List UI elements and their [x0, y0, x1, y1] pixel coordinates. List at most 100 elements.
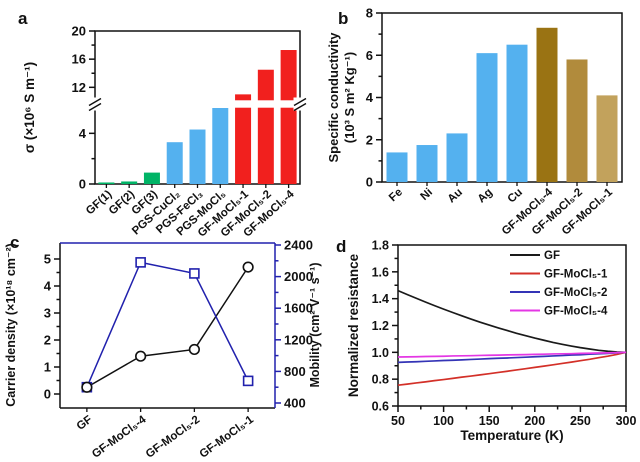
panel-c: 0 1 2 3 4 5 400 800 1200 1600 2000 2400 GFGF-MoCl₅-4…: [4, 238, 322, 461]
x-tick-label: Fe: [387, 186, 405, 204]
carrier-density-marker: [135, 350, 147, 362]
panel-b-label: b: [338, 9, 349, 28]
left-tick-label: 0: [44, 387, 51, 402]
right-tick-label: 1600: [284, 301, 313, 316]
y-axis-title: Normalized resistance: [346, 253, 361, 397]
left-tick-label: 2: [44, 333, 51, 348]
y-tick-label: 20: [72, 24, 86, 39]
y-tick-label: 2: [366, 132, 373, 147]
carrier-density-marker: [242, 261, 254, 273]
x-tick-label: 300: [616, 414, 637, 428]
axis-break-mark: [293, 97, 307, 107]
bar-Au: [446, 133, 468, 182]
panel-d: 50 100 150 200 250 300 0.6 0.8 1.0 1.2 1.4 1.6 1.8 GF…: [346, 239, 636, 444]
mobility-line: [86, 261, 249, 388]
x-tick-label: 250: [570, 414, 591, 428]
x-tick-label: Ag: [476, 186, 495, 205]
panel-d-label: d: [336, 237, 347, 256]
x-tick-label: 50: [391, 414, 405, 428]
panel-b: Fe Ni Au Ag CuGF-MoCl₅-4GF-MoCl₅-2GF-MoCl₅-1…: [326, 6, 623, 238]
x-tick-label: GF-MoCl₅-4: [90, 413, 149, 460]
left-axis-title: Carrier density (×10¹⁸ cm⁻²): [4, 243, 18, 407]
y-tick-label: 0.8: [372, 373, 389, 387]
panel-a: GF(1)GF(2)GF(3)PGS-CuCl₂PGS-FeCl₃PGS-MoC…: [22, 24, 307, 240]
y-tick-label: 1.6: [372, 265, 389, 279]
bar-PGS-FeCl₃: [189, 129, 206, 184]
y-tick-label: 1.2: [372, 319, 389, 333]
right-tick-label: 800: [284, 364, 306, 379]
left-tick-label: 3: [44, 306, 51, 321]
bar-Cu: [506, 44, 528, 182]
axis-break-mark: [88, 102, 102, 112]
right-tick-label: 2000: [284, 269, 313, 284]
y-axis-title-line1: Specific conductivity: [326, 32, 341, 163]
y-tick-label: 0.6: [372, 400, 389, 414]
bar-GF-MoCl₅-2: [257, 69, 274, 184]
y-tick-label: 6: [366, 48, 373, 63]
x-tick-label: Au: [446, 186, 465, 205]
x-tick-label: 150: [479, 414, 500, 428]
legend-label-GF-MoCl₅-1: GF-MoCl₅-1: [544, 269, 608, 281]
right-tick-label: 1200: [284, 332, 313, 347]
axis-break-mark: [293, 102, 307, 112]
bar-Fe: [386, 152, 408, 182]
legend-label-GF-MoCl₅-2: GF-MoCl₅-2: [544, 287, 607, 299]
x-tick-label: GF-MoCl₅-2: [144, 414, 202, 461]
y-tick-label: 0: [366, 175, 373, 190]
y-tick-label: 0: [79, 177, 86, 192]
y-axis-title-line2: (10³ S m² Kg⁻¹): [342, 52, 357, 143]
axis-break-mark: [88, 97, 102, 107]
bar-GF-MoCl₅-2: [566, 59, 588, 182]
mobility-marker: [135, 257, 146, 268]
right-tick-label: 400: [284, 396, 306, 411]
y-axis-title: σ (×10⁶ S m⁻¹): [22, 62, 37, 153]
curve-GF-MoCl₅-4: [397, 351, 627, 358]
bar-GF-MoCl₅-1: [596, 95, 618, 182]
legend-label-GF: GF: [544, 250, 560, 262]
bar-GF-MoCl₅-4: [280, 50, 297, 184]
mobility-marker: [242, 375, 254, 387]
bar-GF-MoCl₅-1: [235, 94, 252, 184]
y-tick-label: 4: [366, 90, 374, 105]
carrier-density-marker: [188, 343, 200, 356]
x-tick-label: GF-MoCl₅-1: [198, 413, 257, 460]
panel-c-label: c: [10, 233, 20, 252]
bar-GF(1): [98, 182, 115, 184]
x-tick-label: 100: [433, 414, 454, 428]
x-tick-label: 200: [524, 414, 545, 428]
x-tick-label: Ni: [418, 186, 435, 203]
bar-Ni: [416, 145, 438, 182]
bar-PGS-MoCl₅: [212, 108, 229, 184]
y-tick-label: 8: [366, 6, 373, 21]
right-axis-title: Mobility (cm² V⁻¹ s⁻¹): [308, 263, 322, 388]
curve-GF-MoCl₅-2: [397, 351, 627, 364]
x-tick-label: GF: [75, 414, 95, 433]
bar-GF(2): [121, 181, 138, 184]
carrier-density-line: [86, 266, 249, 388]
curve-GF: [397, 289, 627, 354]
left-tick-label: 4: [44, 279, 52, 294]
left-tick-label: 5: [44, 252, 51, 267]
mobility-marker: [189, 268, 200, 279]
y-tick-label: 16: [72, 52, 86, 67]
bar-PGS-CuCl₂: [166, 142, 183, 184]
left-tick-label: 1: [44, 360, 51, 375]
carrier-density-marker: [81, 381, 93, 393]
y-tick-label: 1.0: [372, 346, 389, 360]
bar-Ag: [476, 53, 498, 183]
x-tick-label: Cu: [506, 186, 525, 205]
bar-GF(3): [143, 172, 160, 184]
axis-break-stripe: [96, 100, 299, 108]
y-tick-label: 12: [72, 80, 86, 95]
panel-a-label: a: [18, 9, 28, 28]
right-tick-label: 2400: [284, 238, 313, 253]
y-tick-label: 1.8: [372, 239, 389, 253]
legend-label-GF-MoCl₅-4: GF-MoCl₅-4: [544, 306, 608, 318]
y-tick-label: 4: [79, 126, 87, 141]
x-axis-title: Temperature (K): [460, 428, 563, 443]
y-tick-label: 1.4: [372, 292, 389, 306]
curve-GF-MoCl₅-1: [397, 351, 627, 387]
bar-GF-MoCl₅-4: [536, 27, 558, 182]
